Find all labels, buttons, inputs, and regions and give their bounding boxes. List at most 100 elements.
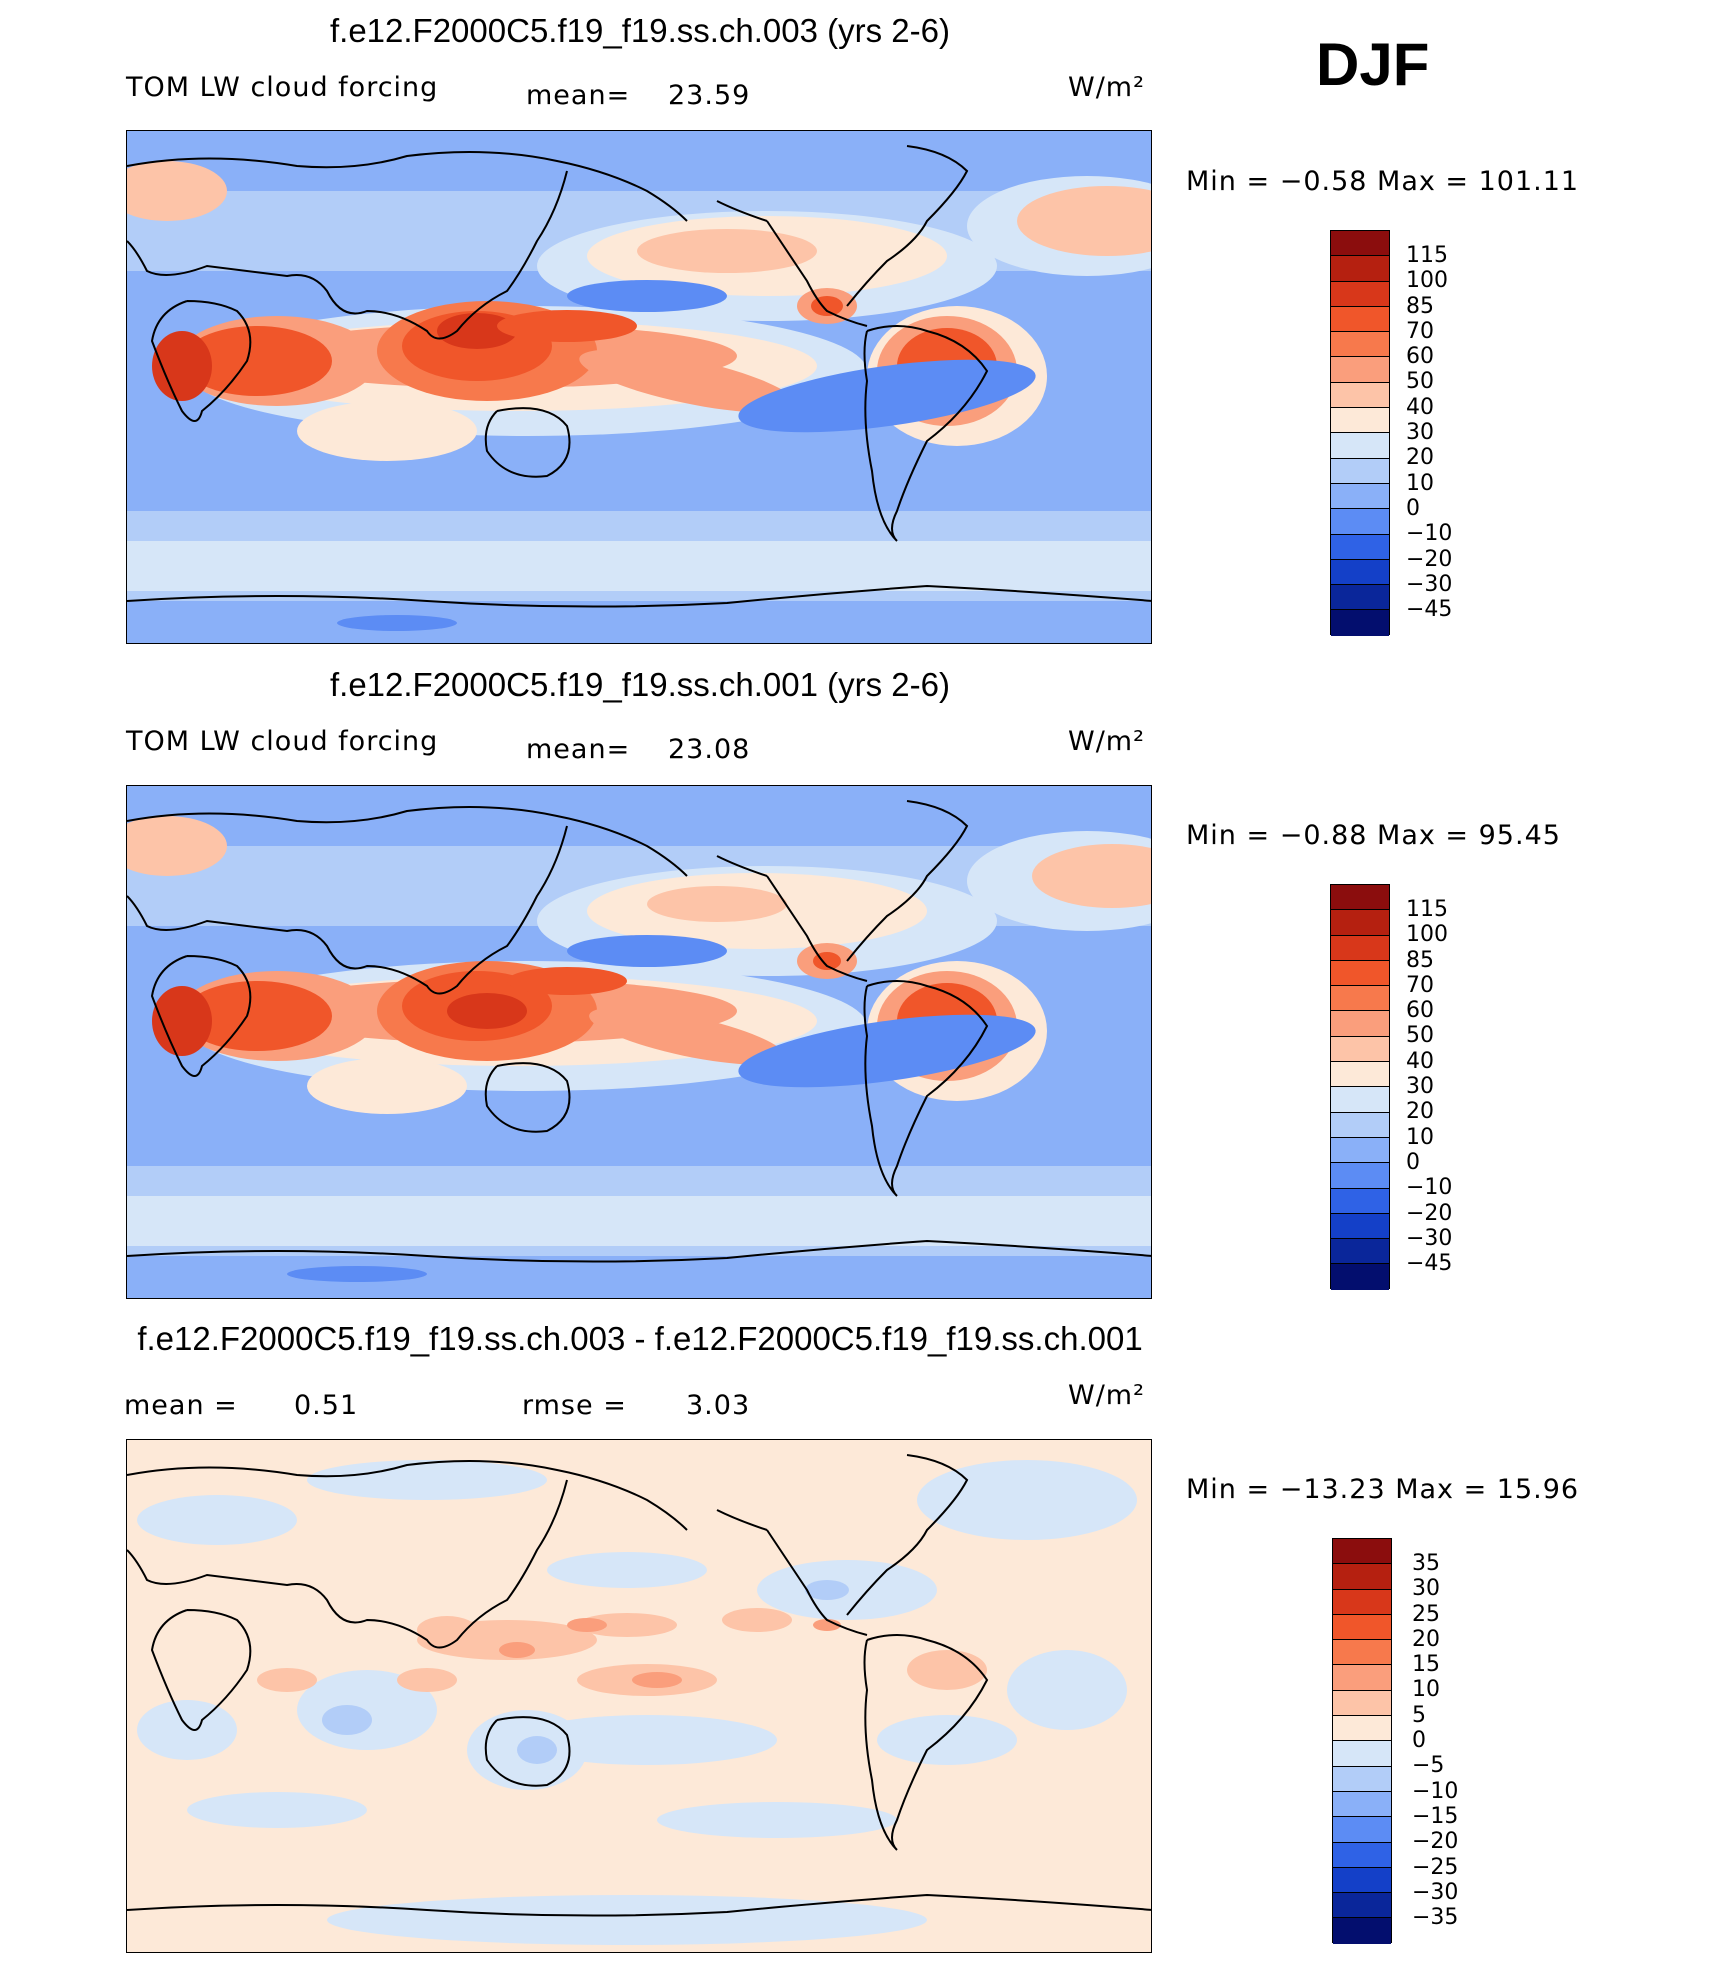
- colorbar-segment: [1333, 1918, 1391, 1944]
- colorbar-segment: [1331, 458, 1389, 484]
- panel2-variable: TOM LW cloud forcing: [126, 726, 439, 757]
- panel2-units: W/m²: [1068, 726, 1145, 757]
- colorbar-segment: [1331, 585, 1389, 611]
- neg-patch: [1007, 1650, 1127, 1730]
- colorbar-tick: 30: [1406, 1074, 1434, 1100]
- spcz: [579, 349, 795, 413]
- wpac-core: [507, 967, 627, 995]
- panel1-mean-value: 23.59: [668, 80, 751, 111]
- colorbar-segment: [1331, 357, 1389, 383]
- npac-storm-core: [637, 229, 817, 273]
- indian-ocean: [297, 401, 477, 461]
- neg-patch: [547, 1552, 707, 1588]
- africa-core: [152, 331, 212, 401]
- colorbar-segment: [1331, 935, 1389, 961]
- panel3-units: W/m²: [1068, 1380, 1145, 1411]
- africa-mid: [182, 326, 332, 396]
- antarctic-low: [337, 615, 457, 631]
- panel3-title: f.e12.F2000C5.f19_f19.ss.ch.003 - f.e12.…: [137, 1320, 1143, 1357]
- colorbar-tick: 40: [1406, 1048, 1434, 1074]
- colorbar-tick: 20: [1406, 445, 1434, 471]
- colorbar-segment: [1331, 1188, 1389, 1214]
- colorbar-tick: −10: [1406, 1175, 1453, 1201]
- pos-patch: [417, 1616, 477, 1644]
- north-america-coast: [716, 145, 969, 327]
- colorbar-segment: [1331, 306, 1389, 333]
- colorbar-segment: [1333, 1893, 1391, 1919]
- colorbar-segment: [1333, 1640, 1391, 1666]
- colorbar-segment: [1331, 1087, 1389, 1113]
- neg-patch: [137, 1700, 237, 1760]
- camerica-core: [811, 296, 843, 316]
- colorbar-segment: [1333, 1665, 1391, 1691]
- colorbar-tick: −45: [1406, 1251, 1453, 1277]
- africa-coast: [150, 955, 252, 1077]
- colorbar-segment: [1331, 382, 1389, 409]
- maritime-core: [437, 313, 517, 349]
- colorbar-segment: [1333, 1614, 1391, 1641]
- colorbar-tick: 5: [1412, 1702, 1426, 1728]
- pos-patch: [257, 1668, 317, 1692]
- colorbar-tick: 115: [1406, 243, 1448, 268]
- panel3-mean-value: 0.51: [294, 1390, 359, 1421]
- colorbar-segment: [1331, 1011, 1389, 1037]
- colorbar-tick: 10: [1406, 1124, 1434, 1150]
- panel2-minmax: Min = −0.88 Max = 95.45: [1186, 820, 1561, 851]
- panel3-colorbar-ticks: 35 30 25 20 15 10 5 0 −5 −10 −15 −20 −25…: [1412, 1551, 1458, 1930]
- colorbar-tick: −20: [1406, 1200, 1453, 1226]
- colorbar-segment: [1333, 1564, 1391, 1590]
- eurasia-coast: [127, 151, 688, 340]
- colorbar-tick: 50: [1406, 369, 1434, 395]
- panel1-map-svg: [127, 131, 1151, 643]
- panel2-mean-label: mean=: [526, 734, 631, 765]
- panel1-colorbar-ticks: 115 100 85 70 60 50 40 30 20 10 0 −10 −2…: [1406, 243, 1452, 622]
- colorbar-tick: −15: [1412, 1803, 1459, 1829]
- colorbar-tick: 60: [1406, 998, 1434, 1024]
- panel3-map-svg: [127, 1440, 1151, 1952]
- colorbar-segment: [1331, 332, 1389, 358]
- colorbar-tick: 0: [1406, 1149, 1420, 1175]
- panel3-minmax: Min = −13.23 Max = 15.96: [1186, 1474, 1580, 1505]
- panel1-variable: TOM LW cloud forcing: [126, 72, 439, 103]
- negative-diff-cores: [322, 1580, 849, 1764]
- indian-ocean: [307, 1058, 467, 1114]
- colorbar-tick: −10: [1412, 1778, 1459, 1804]
- colorbar-segment: [1331, 610, 1389, 636]
- pos-patch: [577, 1613, 677, 1637]
- colorbar-tick: 70: [1406, 972, 1434, 998]
- europe-high: [127, 161, 227, 221]
- antarctic: [127, 1256, 1151, 1298]
- colorbar-tick: −30: [1406, 1225, 1453, 1251]
- epac-cold: [738, 359, 1036, 433]
- colorbar-segment: [1331, 509, 1389, 535]
- colorbar-segment: [1331, 1163, 1389, 1189]
- south-america-coast: [863, 980, 989, 1197]
- africa-coast: [150, 300, 252, 422]
- colorbar-tick: −25: [1412, 1854, 1459, 1880]
- season-label: DJF: [1316, 31, 1430, 98]
- colorbar-segment: [1331, 1213, 1389, 1240]
- colorbar-segment: [1331, 1036, 1389, 1063]
- africa-mid: [182, 981, 332, 1051]
- colorbar-tick: −5: [1412, 1753, 1445, 1779]
- australia-coast: [484, 1716, 571, 1787]
- panel2-mean-value: 23.08: [668, 734, 751, 765]
- neg-core: [517, 1736, 557, 1764]
- spcz: [589, 1007, 785, 1065]
- colorbar-segment: [1331, 433, 1389, 459]
- colorbar-tick: 20: [1412, 1626, 1440, 1652]
- antarctic: [127, 601, 1151, 643]
- colorbar-tick: 40: [1406, 394, 1434, 420]
- panel1-map: [126, 130, 1152, 644]
- neg-patch: [187, 1792, 367, 1828]
- pos-core: [567, 1618, 607, 1632]
- colorbar-tick: 85: [1406, 947, 1434, 973]
- panel2-colorbar-ticks: 115 100 85 70 60 50 40 30 20 10 0 −10 −2…: [1406, 897, 1452, 1276]
- colorbar-segment: [1331, 960, 1389, 987]
- colorbar-segment: [1331, 534, 1389, 560]
- north-america-coast: [716, 800, 969, 982]
- colorbar-tick: −20: [1412, 1829, 1459, 1855]
- maritime-core: [447, 993, 527, 1029]
- epac-cold: [738, 1014, 1036, 1088]
- colorbar-segment: [1331, 1264, 1389, 1290]
